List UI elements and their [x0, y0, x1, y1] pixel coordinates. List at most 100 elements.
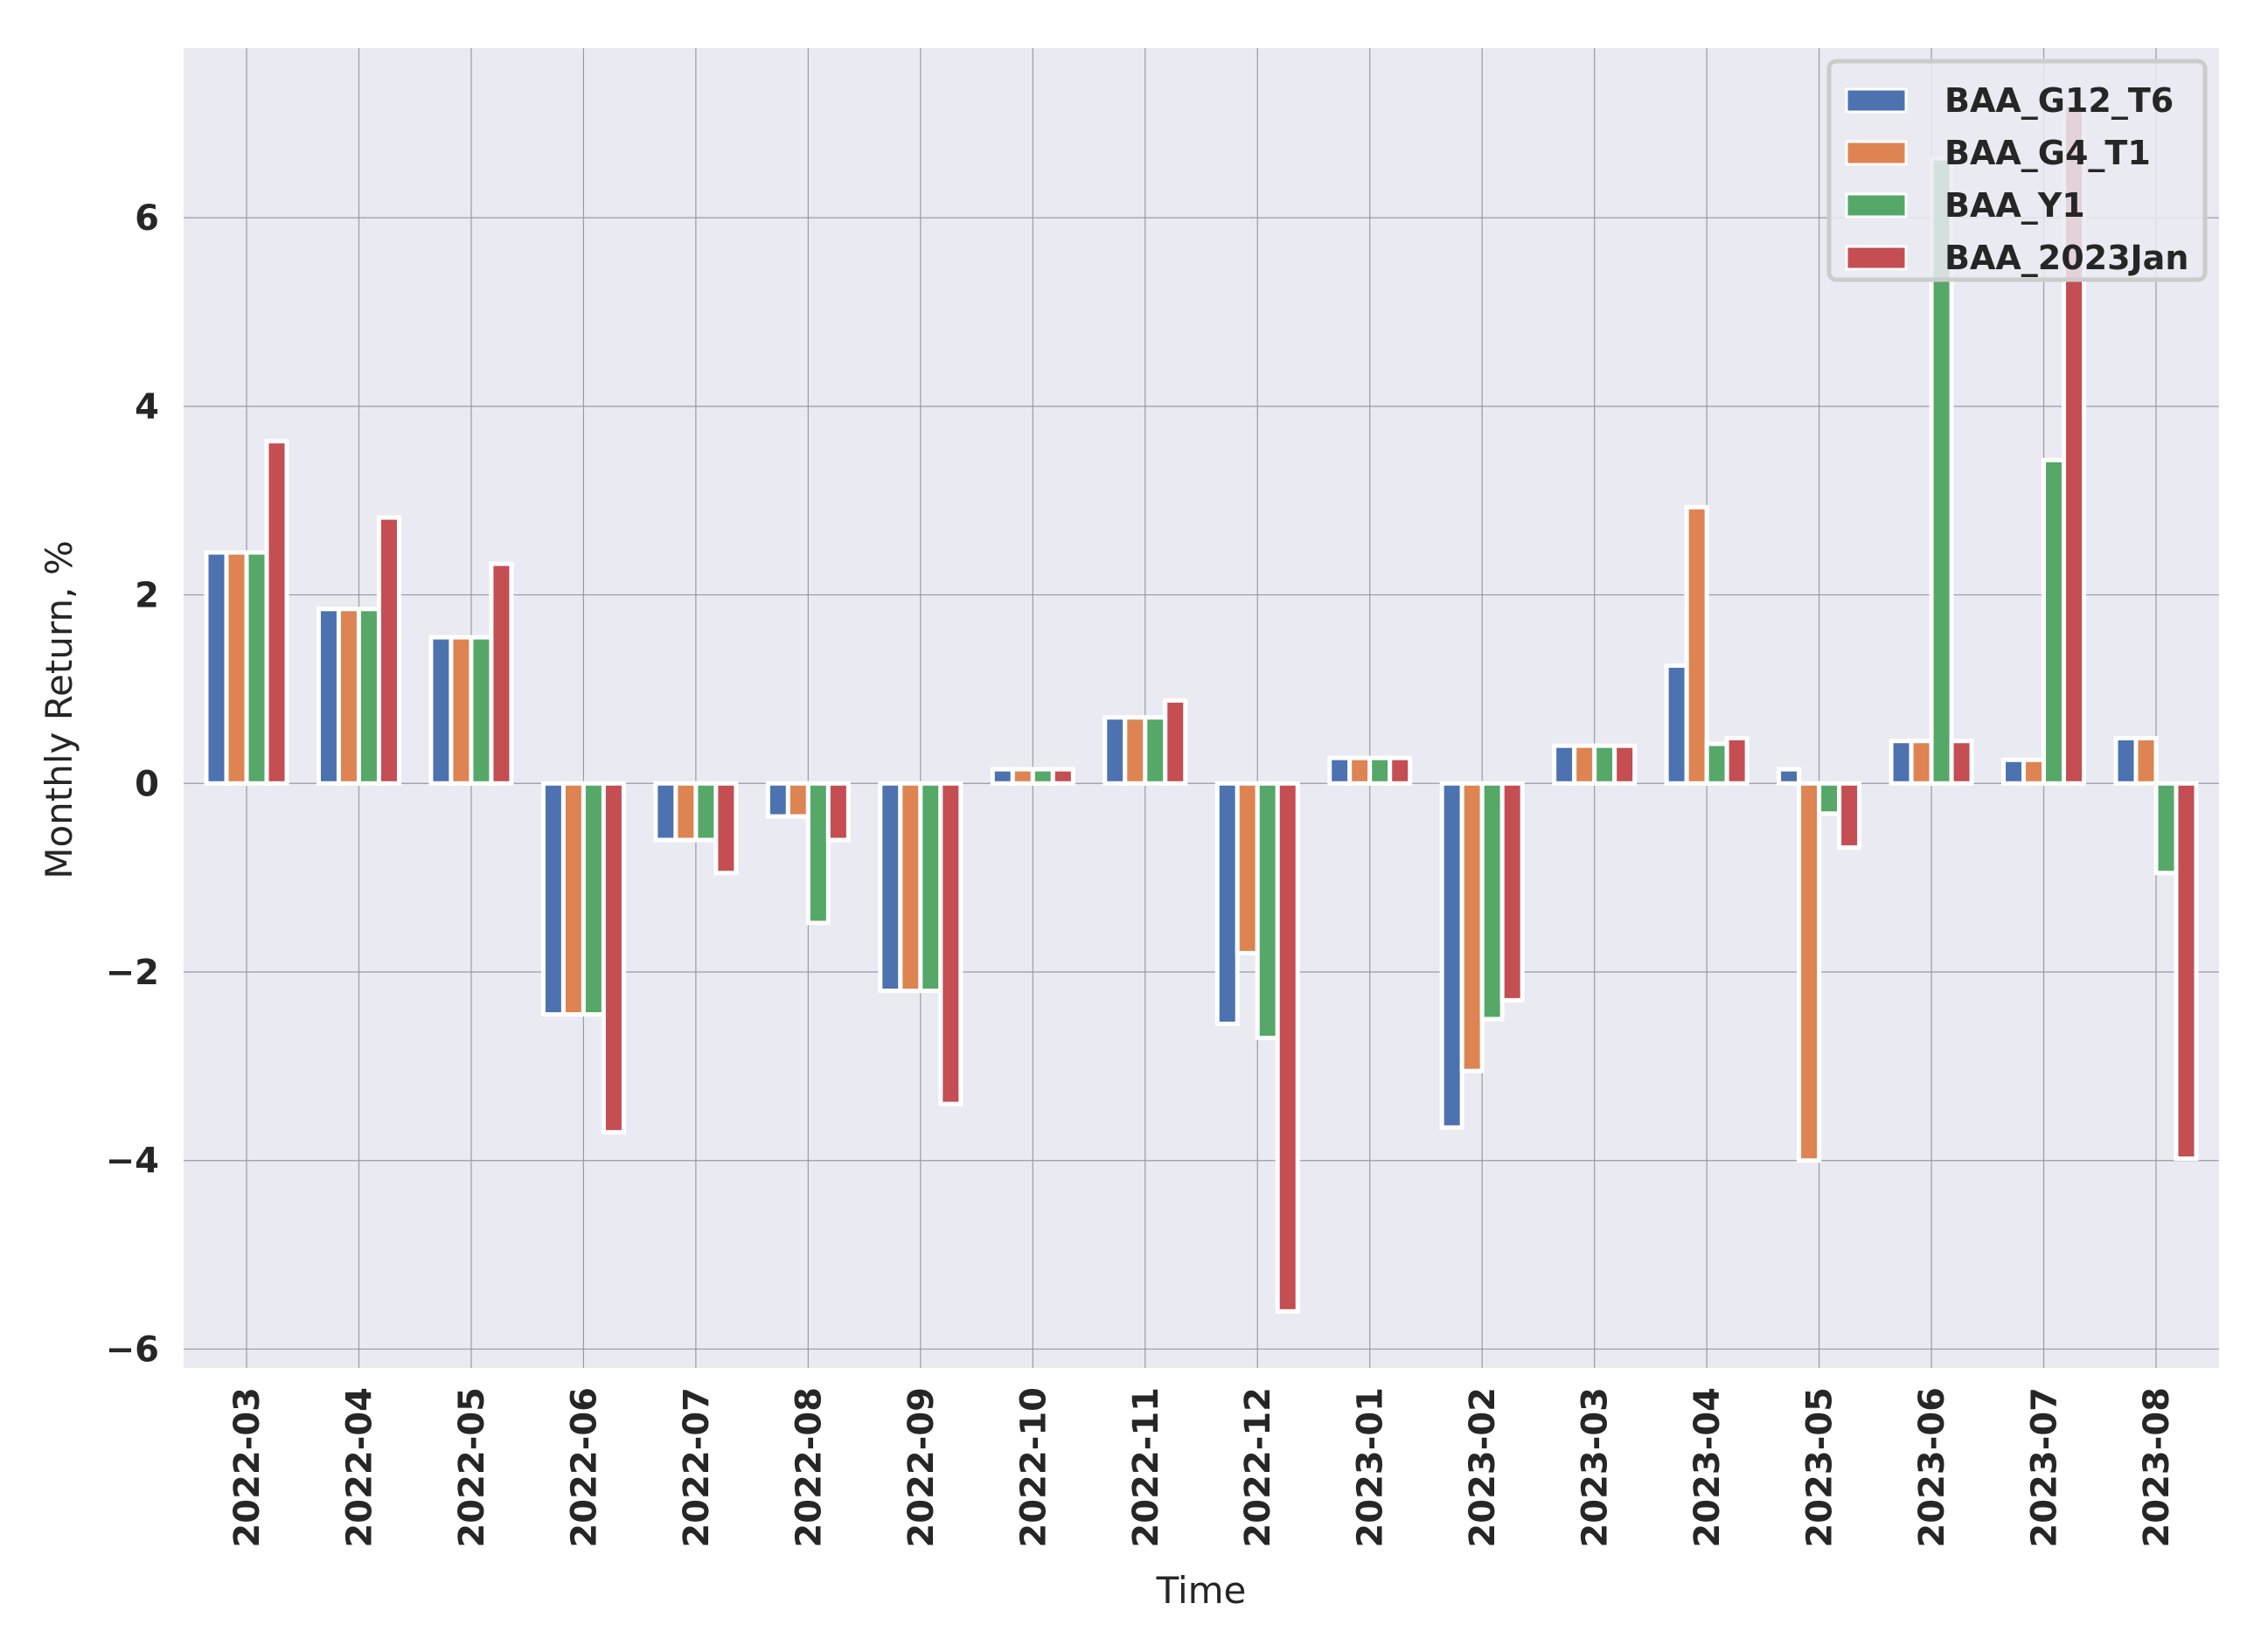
bar-BAA_G12_T6-2022-11: [1103, 715, 1128, 786]
bar-BAA_G4_T1-2022-12: [1235, 781, 1260, 955]
x-tick-label: 2022-07: [677, 1387, 717, 1548]
legend: [1826, 59, 2208, 282]
bar-BAA_Y1-2022-10: [1030, 767, 1055, 786]
y-tick-label: 6: [135, 198, 159, 239]
bar-BAA_2023Jan-2023-04: [1724, 736, 1750, 786]
x-tick-label: 2022-08: [789, 1387, 829, 1548]
bar-BAA_Y1-2023-08: [2153, 781, 2179, 876]
bar-BAA_G12_T6-2022-10: [990, 767, 1015, 786]
x-tick-label: 2022-12: [1238, 1387, 1278, 1548]
legend-label: BAA_Y1: [1944, 186, 2085, 225]
bar-BAA_G4_T1-2022-07: [673, 781, 699, 843]
legend-swatch: [1845, 245, 1908, 271]
bar-BAA_G12_T6-2023-07: [2001, 757, 2027, 786]
bar-BAA_G4_T1-2023-07: [2021, 757, 2047, 786]
x-tick-label: 2023-08: [2137, 1387, 2177, 1548]
x-axis-title: Time: [1156, 1569, 1247, 1612]
bar-BAA_2023Jan-2023-05: [1837, 781, 1862, 850]
y-tick-label: −6: [106, 1329, 159, 1370]
bar-BAA_2023Jan-2022-04: [376, 515, 401, 786]
bar-BAA_G4_T1-2023-01: [1347, 755, 1373, 786]
bar-BAA_2023Jan-2023-03: [1612, 743, 1638, 786]
bar-BAA_G12_T6-2022-06: [540, 781, 566, 1017]
bar-BAA_G4_T1-2023-08: [2133, 736, 2159, 786]
bar-BAA_G4_T1-2023-04: [1684, 504, 1709, 786]
x-tick-label: 2022-06: [564, 1387, 604, 1548]
y-axis-title: Monthly Return, %: [38, 540, 80, 879]
y-tick-label: −4: [106, 1142, 159, 1182]
bar-BAA_2023Jan-2023-01: [1388, 755, 1413, 786]
legend-swatch: [1845, 140, 1908, 166]
bar-BAA_Y1-2022-07: [693, 781, 719, 843]
bar-BAA_2023Jan-2022-06: [601, 781, 626, 1135]
bar-BAA_2023Jan-2022-08: [825, 781, 851, 843]
bar-BAA_Y1-2023-04: [1704, 741, 1729, 786]
bar-BAA_Y1-2023-07: [2042, 457, 2067, 786]
x-tick-label: 2023-04: [1687, 1387, 1728, 1548]
bar-BAA_G12_T6-2023-08: [2113, 736, 2139, 786]
bar-BAA_2023Jan-2023-08: [2174, 781, 2199, 1162]
legend-label: BAA_G12_T6: [1944, 81, 2174, 120]
bar-BAA_Y1-2022-08: [805, 781, 831, 926]
x-tick-label: 2022-10: [1013, 1387, 1054, 1548]
y-tick-label: 2: [135, 576, 159, 616]
bar-BAA_G4_T1-2023-02: [1459, 781, 1485, 1073]
bar-BAA_Y1-2022-03: [244, 550, 269, 786]
x-tick-label: 2023-07: [2025, 1387, 2065, 1548]
bar-BAA_G4_T1-2022-05: [449, 635, 474, 786]
bar-BAA_G12_T6-2023-02: [1439, 781, 1464, 1130]
y-tick-label: 0: [135, 764, 159, 804]
bar-BAA_G4_T1-2022-10: [1010, 767, 1035, 786]
x-tick-label: 2022-04: [339, 1387, 379, 1548]
bar-BAA_G4_T1-2023-05: [1797, 781, 1822, 1163]
x-tick-label: 2023-02: [1463, 1387, 1503, 1548]
bar-BAA_Y1-2022-05: [469, 635, 494, 786]
bar-BAA_G12_T6-2023-03: [1552, 743, 1577, 786]
y-tick-label: −2: [106, 953, 159, 993]
legend-label: BAA_2023Jan: [1944, 239, 2188, 277]
bar-BAA_G12_T6-2022-08: [765, 781, 790, 819]
bar-BAA_2023Jan-2022-12: [1275, 781, 1300, 1314]
bar-BAA_2023Jan-2022-09: [938, 781, 964, 1107]
bar-BAA_G4_T1-2022-11: [1123, 715, 1148, 786]
bar-BAA_2023Jan-2023-02: [1499, 781, 1525, 1003]
bar-BAA_Y1-2023-01: [1367, 755, 1393, 786]
bar-BAA_G12_T6-2022-03: [204, 550, 229, 786]
x-tick-label: 2023-06: [1912, 1387, 1952, 1548]
bar-BAA_G12_T6-2023-04: [1664, 663, 1689, 786]
x-tick-label: 2022-09: [901, 1387, 942, 1548]
bar-BAA_Y1-2023-05: [1817, 781, 1842, 816]
bar-BAA_G12_T6-2022-05: [428, 635, 454, 786]
bar-BAA_Y1-2022-04: [356, 607, 381, 786]
x-tick-label: 2022-03: [227, 1387, 268, 1548]
bar-BAA_G12_T6-2022-07: [653, 781, 678, 843]
x-tick-label: 2023-03: [1576, 1387, 1616, 1548]
bar-BAA_G4_T1-2022-06: [560, 781, 586, 1017]
bar-BAA_2023Jan-2022-05: [489, 561, 514, 786]
legend-label: BAA_G4_T1: [1944, 134, 2151, 172]
x-tick-label: 2023-01: [1351, 1387, 1391, 1548]
bar-BAA_G12_T6-2022-04: [316, 607, 341, 786]
bar-BAA_G12_T6-2023-05: [1777, 767, 1802, 786]
bar-BAA_G4_T1-2022-03: [224, 550, 249, 786]
bar-BAA_G4_T1-2023-03: [1572, 743, 1597, 786]
bar-BAA_G12_T6-2023-01: [1327, 755, 1353, 786]
bar-BAA_Y1-2022-11: [1143, 715, 1168, 786]
x-tick-label: 2022-11: [1126, 1387, 1166, 1548]
bar-BAA_2023Jan-2023-06: [1949, 739, 1974, 786]
bar-BAA_G4_T1-2022-04: [336, 607, 361, 786]
bar-BAA_Y1-2022-12: [1255, 781, 1280, 1040]
bar-BAA_G4_T1-2023-06: [1909, 739, 1934, 786]
legend-swatch: [1845, 87, 1908, 114]
bar-BAA_2023Jan-2022-03: [264, 439, 289, 786]
bar-BAA_Y1-2023-02: [1479, 781, 1505, 1022]
bar-BAA_G12_T6-2022-09: [878, 781, 903, 994]
bar-BAA_G12_T6-2022-12: [1214, 781, 1240, 1026]
bar-BAA_Y1-2022-09: [918, 781, 943, 994]
x-tick-label: 2023-05: [1800, 1387, 1840, 1548]
y-tick-label: 4: [135, 387, 159, 427]
bar-BAA_G12_T6-2023-06: [1889, 739, 1914, 786]
legend-swatch: [1845, 192, 1908, 219]
